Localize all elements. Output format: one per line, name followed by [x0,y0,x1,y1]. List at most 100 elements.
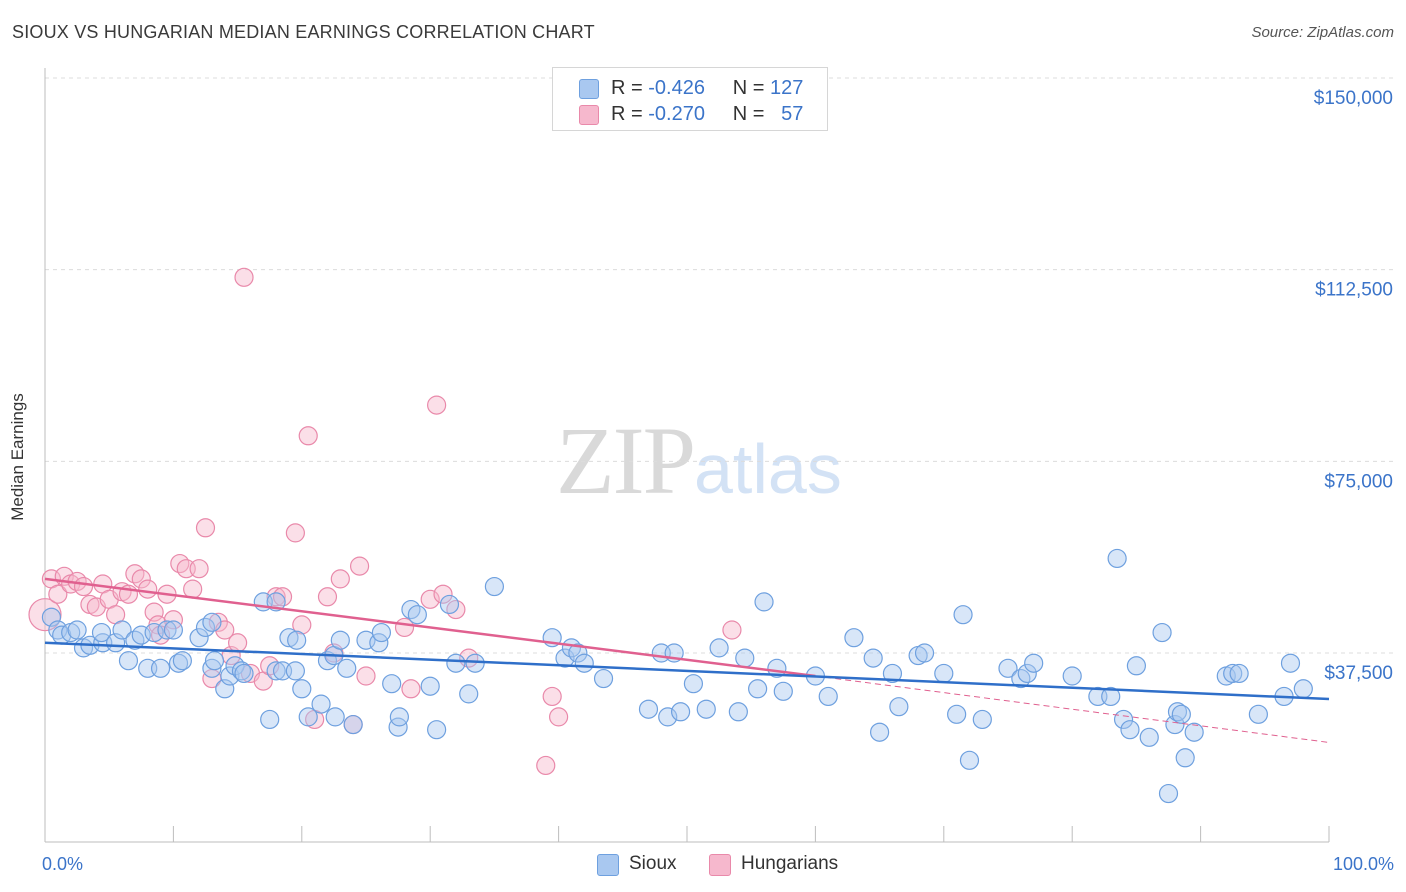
sioux-point [285,661,305,681]
sioux-point [1126,656,1147,676]
hungarians-point [228,633,248,653]
hungarians-point [138,579,158,599]
sioux-point [407,605,427,625]
hungarians-point [433,584,453,604]
legend-n-value: 127 [770,77,804,99]
sioux-point [1184,722,1204,742]
watermark-atlas: atlas [694,430,842,508]
bottom-legend-swatch-hungarians [709,854,731,876]
sioux-point [1113,709,1134,730]
hungarians-point [356,666,376,686]
hungarians-point [542,686,562,707]
sioux-point [1107,548,1127,569]
sioux-point [389,707,409,727]
sioux-point [1171,704,1191,724]
sioux-point [869,722,890,742]
legend-n-label: N = [732,77,765,99]
sioux-point [670,702,691,722]
sioux-point [465,653,485,673]
sioux-point [382,674,402,694]
sioux-point [1017,663,1037,684]
sioux-point [202,658,222,678]
legend-swatch-hungarians [579,105,599,125]
legend-n-label: N = [732,103,765,125]
sioux-point [1011,668,1031,689]
sioux-point [568,643,588,663]
sioux-point [555,648,575,668]
hungarians-point [272,587,293,607]
y-tick-labels: $37,500 $75,000 $112,500 $150,000 [1314,88,1393,684]
sioux-point [1280,653,1301,673]
sioux-point [163,620,183,640]
hungarians-point [317,587,338,607]
sioux-point [401,599,421,620]
sioux-point [683,674,704,694]
sioux-point [593,668,614,689]
x-tick-label-min: 0.0% [42,854,83,874]
sioux-point [234,663,254,684]
sioux-point [638,699,659,719]
x-tick-label-max: 100.0% [1333,854,1394,874]
sioux-point [157,620,177,640]
sioux-point [420,676,440,696]
sioux-point [279,628,299,648]
sioux-point [118,651,139,671]
bottom-legend-swatch-sioux [597,854,619,876]
sioux-point [388,717,408,737]
sioux-point [773,681,793,701]
sioux-point [125,630,145,650]
sioux-point [934,663,954,684]
hungarians-point [292,615,312,635]
sioux-point [292,679,312,699]
y-tick-label: $37,500 [1324,663,1393,684]
y-tick-label: $75,000 [1324,471,1393,492]
hungarians-point [330,569,350,589]
trend-lines [44,577,1330,743]
hungarians-point [722,620,742,640]
bottom-legend-label-hungarians: Hungarians [741,853,839,874]
sioux-point [311,694,331,714]
hungarians-point [427,395,447,415]
sioux-point [953,605,973,625]
hungarians-point [163,610,183,630]
sioux-point [658,707,678,727]
hungarians-point [170,553,190,574]
sioux-point [696,699,716,719]
sioux-point [574,653,594,673]
sioux-point [1120,720,1140,740]
sioux-point [882,663,903,684]
sioux-point [484,576,504,597]
watermark: ZIPatlas [556,405,842,516]
sioux-point [220,666,240,686]
sioux-point [1101,686,1121,707]
hungarians-point [144,602,164,622]
legend-swatch-sioux [579,79,599,99]
hungarians-point [195,518,216,538]
sioux-point [298,707,318,727]
sioux-point [735,648,755,668]
source-label: Source: ZipAtlas.com [1251,24,1394,41]
legend-r-value: -0.426 [648,77,705,99]
hungarians-point [260,656,280,676]
sioux-point [67,620,87,640]
sioux-point [728,702,748,722]
sioux-point [1062,666,1082,686]
sioux-point [1293,679,1313,699]
hungarians-point [401,679,421,699]
sioux-point [947,704,967,724]
hungarians-points [28,267,742,776]
sioux-point [1175,748,1195,768]
hungarians-point [183,579,203,599]
hungarians-point [266,587,286,607]
y-tick-label: $112,500 [1315,280,1393,301]
sioux-point [260,709,280,730]
chart-title: SIOUX VS HUNGARIAN MEDIAN EARNINGS CORRE… [12,22,595,42]
sioux-point [748,679,768,699]
sioux-point [1139,727,1159,747]
hungarians-point [208,612,228,632]
sioux-point [863,648,883,668]
correlation-legend: R = -0.426 N = 127 R = -0.270 N = 57 [552,67,828,131]
sioux-point [439,594,460,615]
legend-r-label: R = [611,77,643,99]
